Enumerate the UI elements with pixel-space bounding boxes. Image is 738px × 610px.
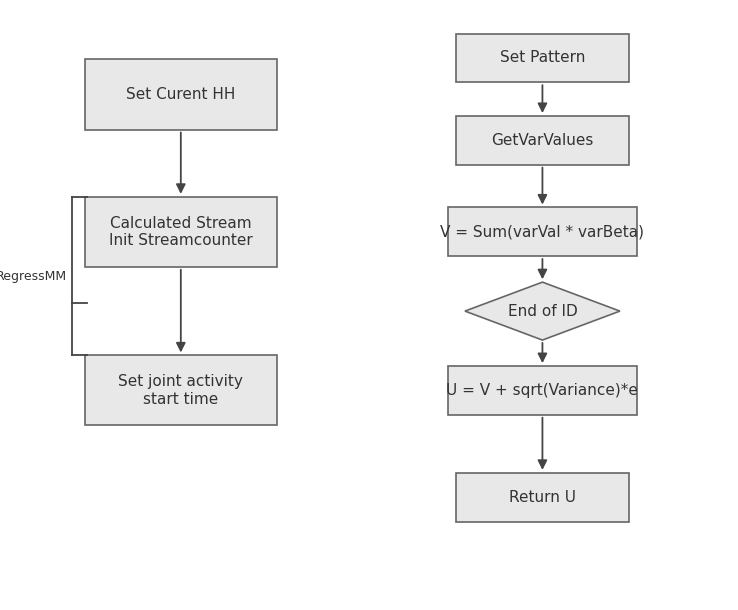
Text: U = V + sqrt(Variance)*e: U = V + sqrt(Variance)*e [446,383,638,398]
FancyBboxPatch shape [85,60,277,130]
FancyBboxPatch shape [448,207,636,256]
Text: Set Curent HH: Set Curent HH [126,87,235,102]
FancyBboxPatch shape [448,366,636,415]
Text: Set joint activity
start time: Set joint activity start time [118,374,244,407]
Text: Return U: Return U [509,490,576,504]
Text: V = Sum(varVal * varBeta): V = Sum(varVal * varBeta) [441,224,644,239]
Text: RegressMM: RegressMM [0,270,66,282]
Text: Set Pattern: Set Pattern [500,51,585,65]
FancyBboxPatch shape [455,116,629,165]
FancyBboxPatch shape [85,196,277,267]
FancyBboxPatch shape [455,473,629,522]
Text: End of ID: End of ID [508,304,577,318]
Text: GetVarValues: GetVarValues [492,133,593,148]
FancyBboxPatch shape [455,34,629,82]
Polygon shape [465,282,620,340]
Text: Calculated Stream
Init Streamcounter: Calculated Stream Init Streamcounter [109,215,252,248]
FancyBboxPatch shape [85,355,277,426]
